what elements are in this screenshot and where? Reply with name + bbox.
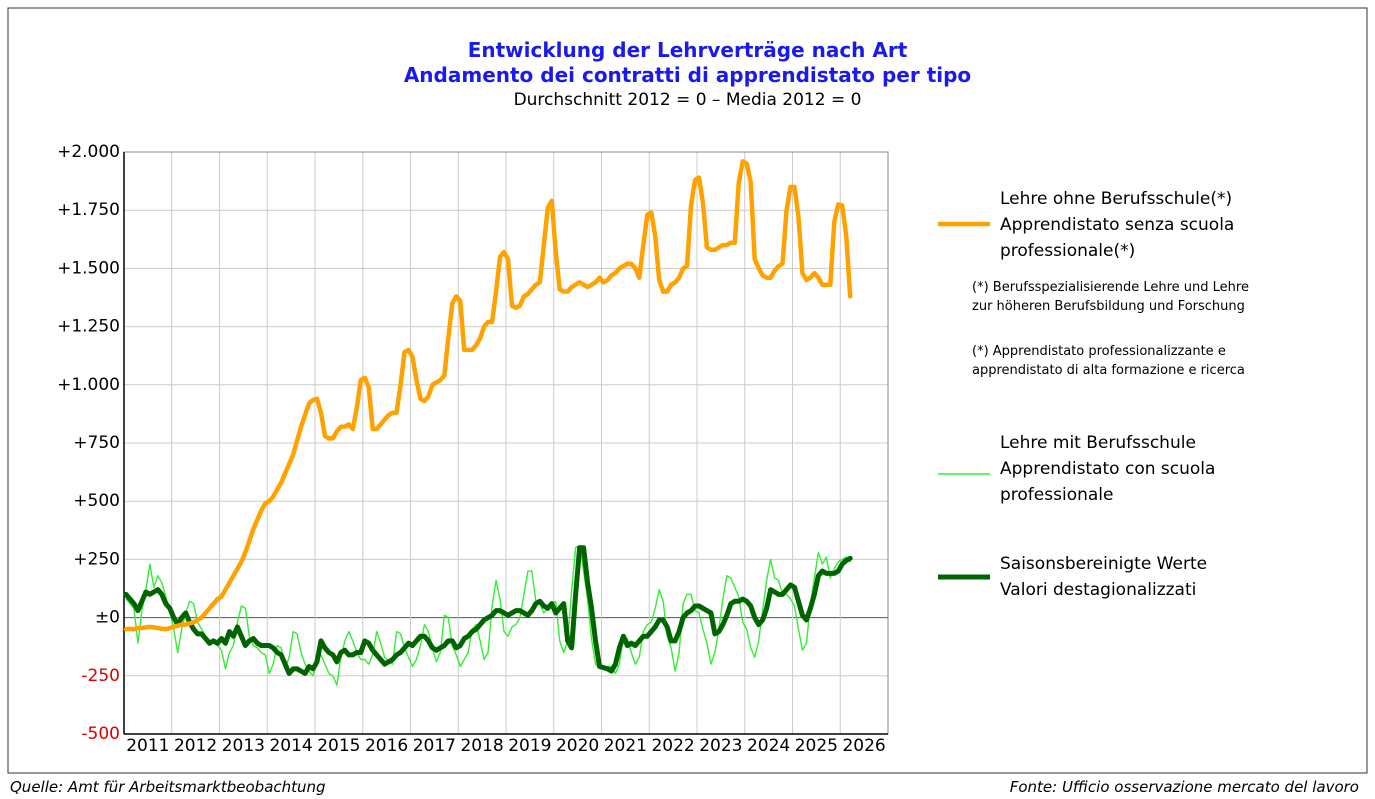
y-tick-label: +750 xyxy=(73,433,120,453)
x-tick-label: 2020 xyxy=(556,736,599,756)
x-tick-label: 2024 xyxy=(747,736,790,756)
series-line xyxy=(123,159,853,632)
y-tick-label: +1.000 xyxy=(57,375,120,395)
x-tick-label: 2013 xyxy=(222,736,265,756)
y-tick-label: +500 xyxy=(73,491,120,511)
x-tick-label: 2026 xyxy=(842,736,885,756)
source: Quelle: Amt für Arbeitsmarktbeobachtung xyxy=(10,778,326,796)
legend-label: Saisonsbereinigte Werte Valori destagion… xyxy=(1000,554,1208,600)
y-tick-label: +250 xyxy=(73,549,120,569)
y-tick-label: +1.250 xyxy=(57,317,120,337)
source: Fonte: Ufficio osservazione mercato del … xyxy=(1009,778,1359,796)
x-tick-label: 2022 xyxy=(651,736,694,756)
chart-subtitle: Durchschnitt 2012 = 0 – Media 2012 = 0 xyxy=(513,90,862,110)
legend-label: Lehre ohne Berufsschule(*) Apprendistato… xyxy=(1000,189,1235,261)
x-tick-label: 2018 xyxy=(460,736,503,756)
chart-title: Entwicklung der Lehrverträge nach Art An… xyxy=(403,38,972,87)
x-tick-label: 2011 xyxy=(126,736,169,756)
x-tick-label: 2025 xyxy=(795,736,838,756)
x-tick-label: 2017 xyxy=(413,736,456,756)
y-tick-label: ±0 xyxy=(95,608,120,628)
x-tick-label: 2016 xyxy=(365,736,408,756)
x-tick-label: 2014 xyxy=(269,736,312,756)
y-tick-label: +2.000 xyxy=(57,142,120,162)
y-tick-label: +1.750 xyxy=(57,200,120,220)
y-tick-label: -250 xyxy=(81,666,120,686)
x-tick-label: 2023 xyxy=(699,736,742,756)
x-tick-label: 2021 xyxy=(604,736,647,756)
y-tick-label: +1.500 xyxy=(57,258,120,278)
series-line xyxy=(123,545,853,676)
legend-label: Lehre mit Berufsschule Apprendistato con… xyxy=(1000,433,1216,505)
footnote: (*) Apprendistato professionalizzante e … xyxy=(972,344,1245,378)
y-tick-label: -500 xyxy=(81,724,120,744)
x-tick-label: 2015 xyxy=(317,736,360,756)
footnote: (*) Berufsspezialisierende Lehre und Leh… xyxy=(972,280,1249,314)
frame xyxy=(7,7,1368,774)
x-tick-label: 2012 xyxy=(174,736,217,756)
x-tick-label: 2019 xyxy=(508,736,551,756)
series-line xyxy=(125,544,851,686)
